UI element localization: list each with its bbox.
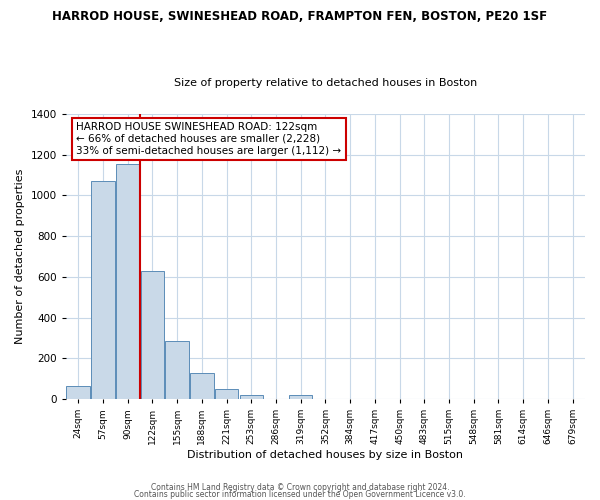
Text: Contains public sector information licensed under the Open Government Licence v3: Contains public sector information licen… xyxy=(134,490,466,499)
Text: HARROD HOUSE SWINESHEAD ROAD: 122sqm
← 66% of detached houses are smaller (2,228: HARROD HOUSE SWINESHEAD ROAD: 122sqm ← 6… xyxy=(76,122,341,156)
Bar xyxy=(67,386,90,399)
Bar xyxy=(190,372,214,399)
Text: HARROD HOUSE, SWINESHEAD ROAD, FRAMPTON FEN, BOSTON, PE20 1SF: HARROD HOUSE, SWINESHEAD ROAD, FRAMPTON … xyxy=(52,10,548,23)
X-axis label: Distribution of detached houses by size in Boston: Distribution of detached houses by size … xyxy=(187,450,463,460)
Bar xyxy=(239,394,263,399)
Title: Size of property relative to detached houses in Boston: Size of property relative to detached ho… xyxy=(174,78,477,88)
Bar xyxy=(91,181,115,399)
Bar xyxy=(289,394,313,399)
Bar xyxy=(215,390,238,399)
Bar xyxy=(140,270,164,399)
Y-axis label: Number of detached properties: Number of detached properties xyxy=(15,168,25,344)
Text: Contains HM Land Registry data © Crown copyright and database right 2024.: Contains HM Land Registry data © Crown c… xyxy=(151,484,449,492)
Bar xyxy=(166,341,189,399)
Bar xyxy=(116,164,139,399)
